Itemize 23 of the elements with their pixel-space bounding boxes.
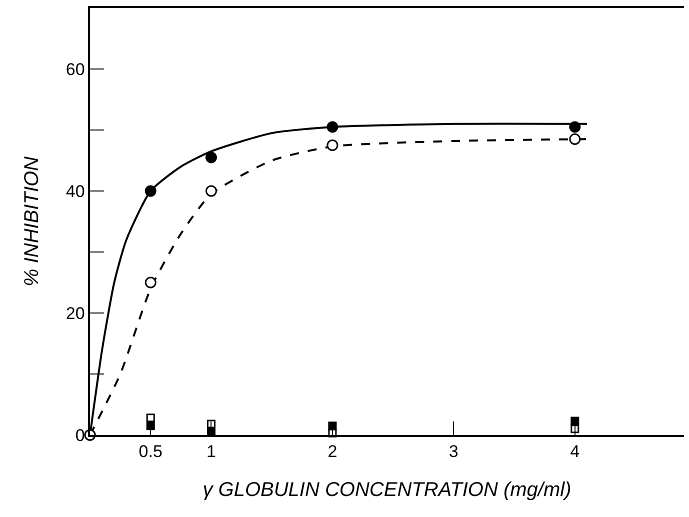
point [569, 133, 581, 145]
point [205, 152, 217, 164]
point [569, 121, 581, 133]
point [326, 140, 338, 151]
point [570, 424, 580, 434]
x-tick-label: 2 [328, 442, 338, 462]
y-tick-label: 40 [66, 182, 85, 201]
x-tick-label: 3 [448, 442, 458, 462]
point [146, 414, 155, 422]
y-tick-label: 20 [66, 304, 85, 323]
x-tick-label: 4 [570, 442, 580, 462]
y-tick-label: 0 [75, 426, 85, 445]
x-axis-title: γ GLOBULIN CONCENTRATION (mg/ml) [202, 479, 572, 502]
point [570, 416, 580, 426]
y-tick-label: 60 [66, 60, 85, 79]
y-axis-title: % INHIBITION [20, 156, 43, 287]
point [205, 185, 217, 197]
point [206, 420, 216, 428]
point [144, 185, 156, 197]
x-tick-label: 1 [206, 442, 216, 462]
x-tick-label: 0.5 [138, 442, 162, 462]
point [326, 121, 338, 133]
point [144, 276, 156, 288]
